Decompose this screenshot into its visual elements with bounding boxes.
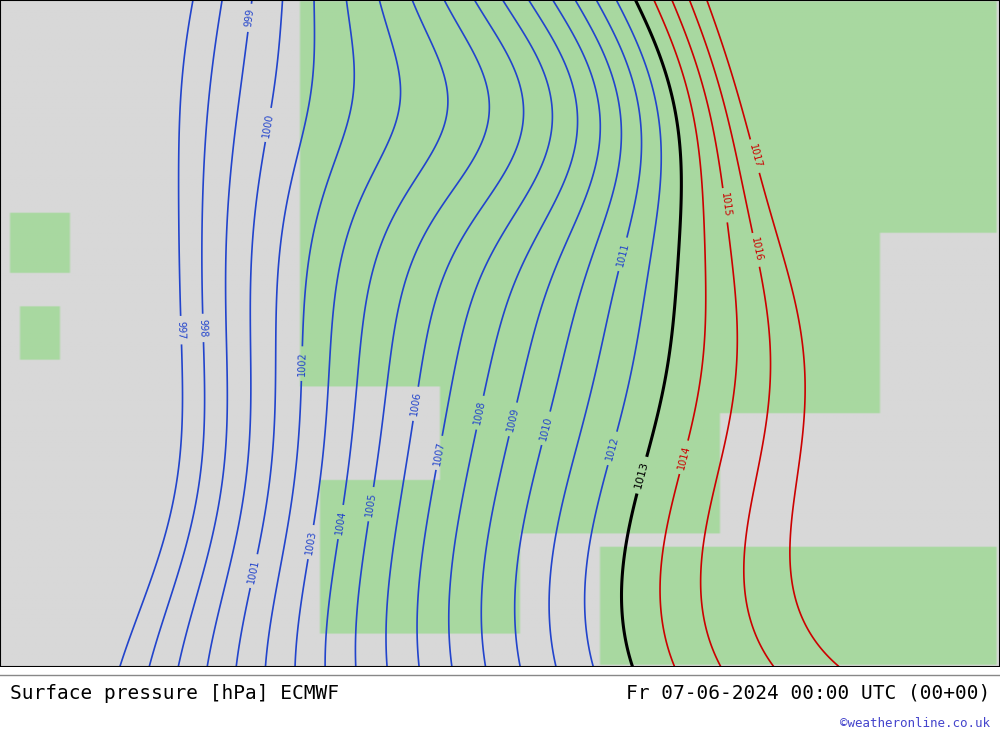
Text: 1012: 1012 (604, 435, 620, 462)
Text: 1011: 1011 (615, 241, 630, 268)
Text: 1004: 1004 (334, 509, 347, 535)
Text: 997: 997 (176, 321, 186, 339)
Text: 1010: 1010 (538, 415, 554, 441)
Text: 1006: 1006 (409, 391, 422, 416)
Text: Surface pressure [hPa] ECMWF: Surface pressure [hPa] ECMWF (10, 684, 339, 703)
Text: 1014: 1014 (676, 444, 692, 471)
Text: 999: 999 (244, 8, 256, 28)
Text: 1015: 1015 (719, 192, 732, 218)
Text: 1002: 1002 (297, 351, 307, 376)
Text: 1003: 1003 (304, 529, 318, 555)
Text: 1001: 1001 (246, 558, 261, 584)
Text: 1016: 1016 (749, 237, 763, 263)
Text: 1008: 1008 (473, 399, 487, 426)
Text: 1005: 1005 (364, 491, 378, 517)
Text: Fr 07-06-2024 00:00 UTC (00+00): Fr 07-06-2024 00:00 UTC (00+00) (626, 684, 990, 703)
Text: 998: 998 (198, 319, 208, 337)
Text: 1017: 1017 (747, 143, 763, 169)
Text: 1000: 1000 (261, 112, 275, 138)
Text: ©weatheronline.co.uk: ©weatheronline.co.uk (840, 717, 990, 729)
Text: 1013: 1013 (633, 460, 650, 490)
Text: 1007: 1007 (432, 440, 446, 466)
Text: 1009: 1009 (505, 406, 521, 432)
